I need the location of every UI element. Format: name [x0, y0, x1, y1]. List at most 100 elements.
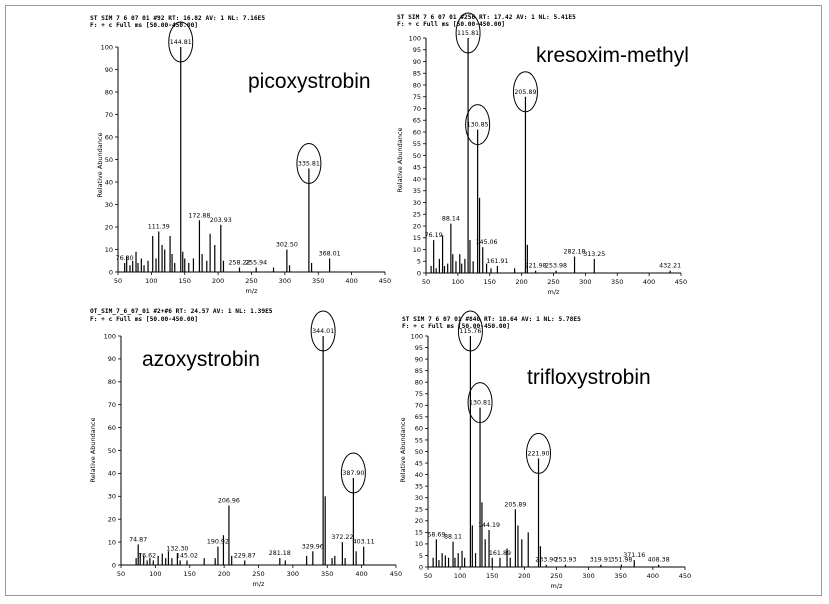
peak-label: 432.21 — [659, 263, 681, 270]
peak-label: 387.90 — [342, 470, 364, 477]
y-tick-label: 55 — [415, 436, 423, 444]
peak-label: 281.18 — [269, 550, 291, 557]
scan-header: ST SIM 7 6 07 01 #256 RT: 17.42 AV: 1 NL… — [397, 14, 576, 21]
peak-label: 282.18 — [564, 249, 586, 256]
peak-label: 205.89 — [514, 89, 536, 96]
y-tick-label: 60 — [413, 128, 421, 136]
y-tick-label: 50 — [415, 448, 423, 456]
peak-label: 74.87 — [129, 536, 147, 543]
peak-label: 111.39 — [148, 224, 170, 231]
x-tick-label: 150 — [484, 278, 496, 286]
y-tick-label: 45 — [413, 164, 421, 172]
peak-label: 221.98 — [525, 263, 547, 270]
peak-label: 203.93 — [210, 217, 232, 224]
y-tick-label: 100 — [409, 34, 421, 42]
x-tick-label: 350 — [321, 570, 333, 578]
peak-label: 403.11 — [353, 539, 375, 546]
x-tick-label: 300 — [582, 572, 594, 580]
y-tick-label: 30 — [415, 494, 423, 502]
y-tick-label: 25 — [413, 211, 421, 219]
y-tick-label: 90 — [105, 66, 113, 74]
peak-label: 233.90 — [535, 557, 557, 564]
peak-label: 229.87 — [234, 552, 256, 559]
highlight-circle — [310, 310, 336, 352]
peak-label: 313.25 — [583, 251, 605, 258]
y-tick-label: 5 — [417, 258, 421, 266]
y-tick-label: 15 — [415, 529, 423, 537]
x-tick-label: 300 — [579, 278, 591, 286]
x-tick-label: 450 — [379, 277, 391, 285]
y-tick-label: 90 — [413, 58, 421, 66]
y-tick-label: 35 — [415, 482, 423, 490]
peak-label: 368.01 — [319, 251, 341, 258]
x-axis-label: m/z — [551, 582, 564, 590]
y-tick-label: 20 — [413, 222, 421, 230]
y-axis-label: Relative Abundance — [96, 133, 104, 198]
peak-label: 319.91 — [590, 557, 612, 564]
x-tick-label: 350 — [312, 277, 324, 285]
x-tick-label: 100 — [145, 277, 157, 285]
peak-label: 76.62 — [138, 552, 156, 559]
peak-label: 190.92 — [207, 539, 229, 546]
peak-label: 144.19 — [478, 522, 500, 529]
x-tick-label: 250 — [550, 572, 562, 580]
peak-label: 206.96 — [218, 497, 240, 504]
y-tick-label: 35 — [413, 187, 421, 195]
x-tick-label: 150 — [184, 570, 196, 578]
scan-filter: F: + c Full ms [50.00-450.00] — [402, 323, 510, 330]
y-tick-label: 0 — [417, 269, 421, 277]
x-axis-label: m/z — [246, 287, 259, 295]
x-tick-label: 300 — [279, 277, 291, 285]
y-tick-label: 80 — [105, 88, 113, 96]
x-tick-label: 450 — [675, 278, 687, 286]
highlight-circle — [340, 452, 366, 494]
peak-label: 76.80 — [116, 255, 134, 262]
x-axis-label: m/z — [253, 580, 266, 588]
peak-label: 144.81 — [170, 39, 192, 46]
peak-label: 221.90 — [527, 450, 549, 457]
x-tick-label: 100 — [452, 278, 464, 286]
y-tick-label: 5 — [419, 552, 423, 560]
y-tick-label: 90 — [108, 355, 116, 363]
peak-label: 130.85 — [467, 122, 489, 129]
y-tick-label: 25 — [415, 506, 423, 514]
spectrum-panel-trifloxystrobin: ST SIM 7 6 07 01 #840 RT: 18.64 AV: 1 NL… — [399, 310, 691, 590]
x-tick-label: 250 — [245, 277, 257, 285]
y-tick-label: 40 — [413, 175, 421, 183]
y-tick-label: 80 — [108, 378, 116, 386]
peak-label: 351.98 — [610, 557, 632, 564]
x-tick-label: 50 — [422, 278, 430, 286]
peak-label: 115.76 — [459, 328, 481, 335]
y-tick-label: 100 — [101, 43, 113, 51]
peak-label: 145.02 — [176, 552, 198, 559]
highlight-circle — [457, 310, 483, 352]
x-tick-label: 450 — [679, 572, 691, 580]
scan-filter: F: + c Full ms [50.00-450.00] — [90, 22, 198, 29]
scan-filter: F: + c Full ms [50.00-450.00] — [397, 21, 505, 28]
y-tick-label: 60 — [108, 424, 116, 432]
y-tick-label: 80 — [413, 81, 421, 89]
highlight-circle — [526, 432, 552, 474]
peak-label: 344.01 — [312, 328, 334, 335]
peak-label: 302.50 — [276, 242, 298, 249]
y-tick-label: 30 — [413, 199, 421, 207]
y-tick-label: 70 — [415, 402, 423, 410]
y-tick-label: 100 — [104, 332, 116, 340]
y-tick-label: 30 — [105, 201, 113, 209]
y-tick-label: 30 — [108, 493, 116, 501]
scan-header: ST SIM 7 6 07 01 #840 RT: 18.64 AV: 1 NL… — [402, 316, 581, 323]
x-tick-label: 400 — [355, 570, 367, 578]
peak-label: 58.69 — [427, 531, 445, 538]
spectrum-panel-kresoxim-methyl: ST SIM 7 6 07 01 #256 RT: 17.42 AV: 1 NL… — [396, 12, 689, 296]
y-tick-label: 0 — [419, 563, 423, 571]
peak-label: 253.98 — [545, 263, 567, 270]
peak-label: 115.81 — [457, 30, 479, 37]
x-tick-label: 200 — [218, 570, 230, 578]
x-tick-label: 400 — [647, 572, 659, 580]
y-tick-label: 75 — [415, 390, 423, 398]
peak-label: 161.91 — [486, 258, 508, 265]
x-tick-label: 100 — [454, 572, 466, 580]
y-tick-label: 85 — [413, 70, 421, 78]
y-tick-label: 90 — [415, 355, 423, 363]
